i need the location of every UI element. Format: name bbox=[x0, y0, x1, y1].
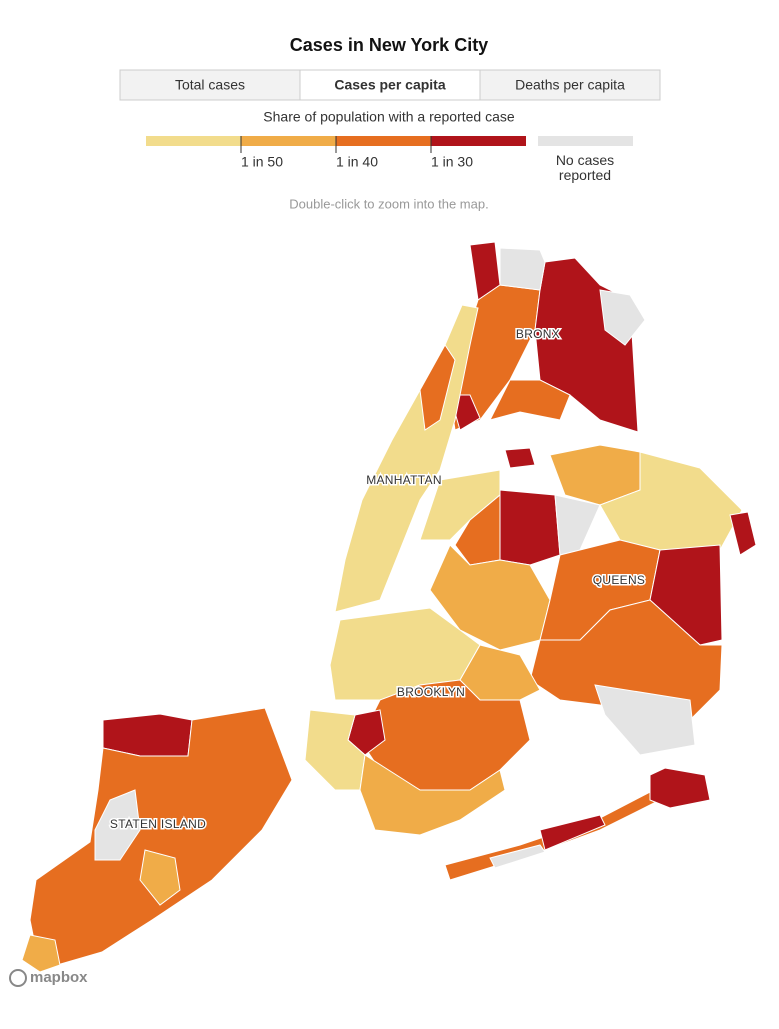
region bbox=[102, 713, 193, 757]
tab[interactable] bbox=[479, 69, 661, 101]
region bbox=[599, 289, 646, 346]
region bbox=[139, 849, 181, 906]
region bbox=[529, 599, 723, 721]
region bbox=[594, 684, 696, 756]
legend-no-data-label: No cases reported bbox=[555, 153, 615, 183]
tab-label: Cases per capita bbox=[334, 77, 445, 93]
region bbox=[489, 844, 546, 869]
tab-group: Total cases Cases per capita Deaths per ca… bbox=[119, 69, 661, 101]
legend-label: 1 in 50 bbox=[241, 154, 283, 170]
map-label: BRONX bbox=[516, 327, 560, 341]
region bbox=[419, 344, 456, 431]
attribution: mapbox bbox=[30, 969, 88, 986]
map-labels: BRONX MANHATTAN QUEENS BROOKLYN STATEN ISLAN… bbox=[108, 326, 646, 833]
region bbox=[489, 379, 571, 421]
legend-swatch bbox=[241, 136, 336, 146]
region bbox=[359, 754, 506, 836]
title: Cases in New York City bbox=[290, 35, 488, 55]
tab-label: Total cases bbox=[175, 77, 245, 93]
region bbox=[499, 489, 561, 566]
tab[interactable] bbox=[299, 69, 481, 101]
region bbox=[729, 511, 757, 556]
region bbox=[94, 789, 141, 861]
region bbox=[21, 934, 61, 973]
legend-label: 1 in 30 bbox=[431, 154, 473, 170]
tab-label: Deaths per capita bbox=[515, 77, 625, 93]
map-label: MANHATTAN bbox=[366, 473, 442, 487]
region bbox=[504, 447, 536, 469]
legend-swatch bbox=[336, 136, 431, 146]
region bbox=[499, 247, 546, 291]
map-label: STATEN ISLAND bbox=[110, 817, 206, 831]
map[interactable] bbox=[21, 241, 757, 973]
map-label: QUEENS bbox=[593, 573, 645, 587]
legend: 1 in 50 1 in 40 1 in 30 No cases reported bbox=[146, 136, 633, 183]
hint: Double-click to zoom into the map. bbox=[289, 196, 488, 211]
legend-swatch bbox=[146, 136, 241, 146]
region bbox=[649, 544, 723, 646]
mapbox-logo bbox=[9, 969, 27, 987]
tab[interactable] bbox=[119, 69, 301, 101]
legend-no-data-box: No cases reported bbox=[555, 153, 615, 183]
map-label: BROOKLYN bbox=[397, 685, 465, 699]
region bbox=[554, 494, 601, 556]
legend-no-data bbox=[538, 136, 633, 146]
region bbox=[539, 814, 606, 851]
legend-title: Share of population with a reported case bbox=[263, 109, 515, 125]
region bbox=[649, 767, 711, 809]
legend-swatch bbox=[431, 136, 526, 146]
legend-label: 1 in 40 bbox=[336, 154, 378, 170]
